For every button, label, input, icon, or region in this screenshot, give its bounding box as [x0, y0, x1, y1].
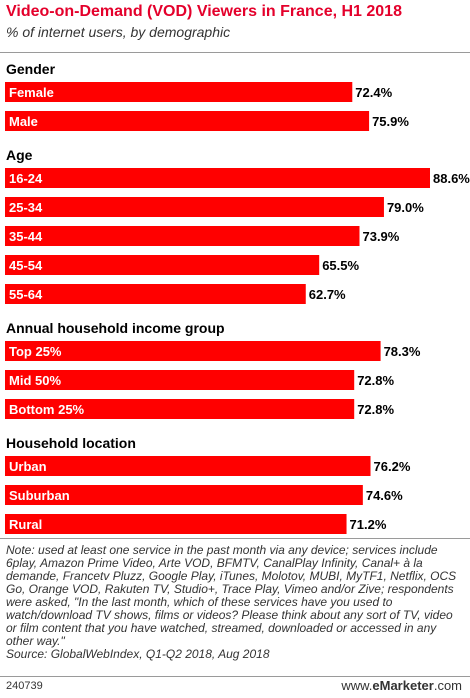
- group-heading-annual-household-income-group: Annual household income group: [6, 320, 225, 336]
- value-label-annual-household-income-group-bottom-25pct: 72.8%: [357, 402, 394, 417]
- bar-label-age-16-24: 16-24: [9, 171, 43, 186]
- bar-gender-female: [5, 82, 353, 102]
- bar-household-location-rural: [5, 514, 347, 534]
- bar-gender-male: [5, 111, 370, 131]
- value-label-household-location-rural: 71.2%: [350, 517, 387, 532]
- chart-subtitle: % of internet users, by demographic: [6, 24, 231, 40]
- value-label-age-55-64: 62.7%: [309, 287, 346, 302]
- chart-note: Note: used at least one service in the p…: [6, 544, 464, 661]
- value-label-age-35-44: 73.9%: [362, 229, 399, 244]
- bar-label-age-45-54: 45-54: [9, 258, 43, 273]
- group-heading-age: Age: [6, 147, 33, 163]
- bar-label-household-location-rural: Rural: [9, 517, 42, 532]
- group-heading-household-location: Household location: [6, 435, 136, 451]
- value-label-household-location-urban: 76.2%: [374, 459, 411, 474]
- footer-divider: [0, 676, 470, 677]
- value-label-household-location-suburban: 74.6%: [366, 488, 403, 503]
- bar-age-45-54: [5, 255, 320, 275]
- bar-household-location-urban: [5, 456, 371, 476]
- bar-age-35-44: [5, 226, 360, 246]
- bar-household-location-suburban: [5, 485, 363, 505]
- value-label-age-45-54: 65.5%: [322, 258, 359, 273]
- site-credit: www.eMarketer.com: [341, 678, 462, 693]
- top-divider: [0, 52, 470, 53]
- bar-annual-household-income-group-top-25pct: [5, 341, 381, 361]
- bar-annual-household-income-group-mid-50pct: [5, 370, 355, 390]
- bar-label-gender-female: Female: [9, 85, 54, 100]
- chart-id: 240739: [6, 680, 43, 692]
- note-text: Note: used at least one service in the p…: [6, 543, 457, 648]
- site-prefix: www.: [341, 678, 373, 693]
- group-heading-gender: Gender: [6, 61, 56, 77]
- chart-title: Video-on-Demand (VOD) Viewers in France,…: [6, 3, 402, 20]
- value-label-annual-household-income-group-top-25pct: 78.3%: [384, 344, 421, 359]
- bar-label-age-55-64: 55-64: [9, 287, 43, 302]
- bar-label-gender-male: Male: [9, 114, 38, 129]
- bar-age-55-64: [5, 284, 306, 304]
- value-label-gender-female: 72.4%: [355, 85, 392, 100]
- bar-label-annual-household-income-group-bottom-25pct: Bottom 25%: [9, 402, 85, 417]
- bar-label-annual-household-income-group-top-25pct: Top 25%: [9, 344, 62, 359]
- source-text: Source: GlobalWebIndex, Q1-Q2 2018, Aug …: [6, 647, 270, 661]
- bar-label-age-35-44: 35-44: [9, 229, 43, 244]
- bar-label-annual-household-income-group-mid-50pct: Mid 50%: [9, 373, 61, 388]
- bar-label-household-location-urban: Urban: [9, 459, 47, 474]
- value-label-annual-household-income-group-mid-50pct: 72.8%: [357, 373, 394, 388]
- site-brand: eMarketer: [372, 678, 434, 693]
- bar-label-household-location-suburban: Suburban: [9, 488, 70, 503]
- bar-annual-household-income-group-bottom-25pct: [5, 399, 355, 419]
- value-label-age-16-24: 88.6%: [433, 171, 470, 186]
- value-label-gender-male: 75.9%: [372, 114, 409, 129]
- bar-age-16-24: [5, 168, 430, 188]
- bar-chart: Gender Female 72.4% Male 75.9% Age 16-24 88.6% 2…: [5, 61, 470, 534]
- bar-label-age-25-34: 25-34: [9, 200, 43, 215]
- site-suffix: .com: [433, 678, 462, 693]
- bar-age-25-34: [5, 197, 384, 217]
- value-label-age-25-34: 79.0%: [387, 200, 424, 215]
- note-divider: [0, 538, 470, 539]
